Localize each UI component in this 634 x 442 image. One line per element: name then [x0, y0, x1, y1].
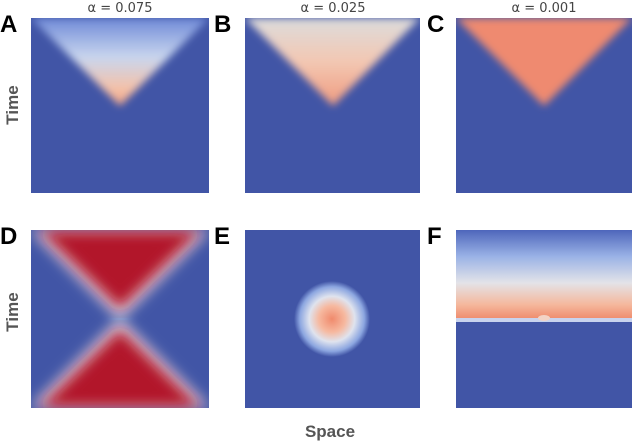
panel-title: α = 0.001: [512, 1, 577, 16]
heatmap-e: [294, 281, 370, 357]
heatmap-b: [245, 18, 420, 106]
panel-label: B: [214, 11, 231, 38]
y-axis-label: Time: [3, 85, 22, 124]
x-axis-label: Space: [305, 422, 355, 441]
panel-label: A: [0, 11, 17, 38]
heatmap-a: [31, 18, 209, 106]
panel-label: D: [0, 223, 17, 250]
panel-label: C: [427, 11, 444, 38]
panel-title: α = 0.075: [88, 1, 153, 16]
heatmap-c: [456, 18, 632, 106]
panel-label: F: [427, 223, 442, 250]
y-axis-label: Time: [3, 292, 22, 331]
panel-label: E: [214, 223, 230, 250]
panel-title: α = 0.025: [301, 1, 366, 16]
heatmap-d: [31, 230, 209, 408]
heatmap-f: [456, 230, 632, 322]
